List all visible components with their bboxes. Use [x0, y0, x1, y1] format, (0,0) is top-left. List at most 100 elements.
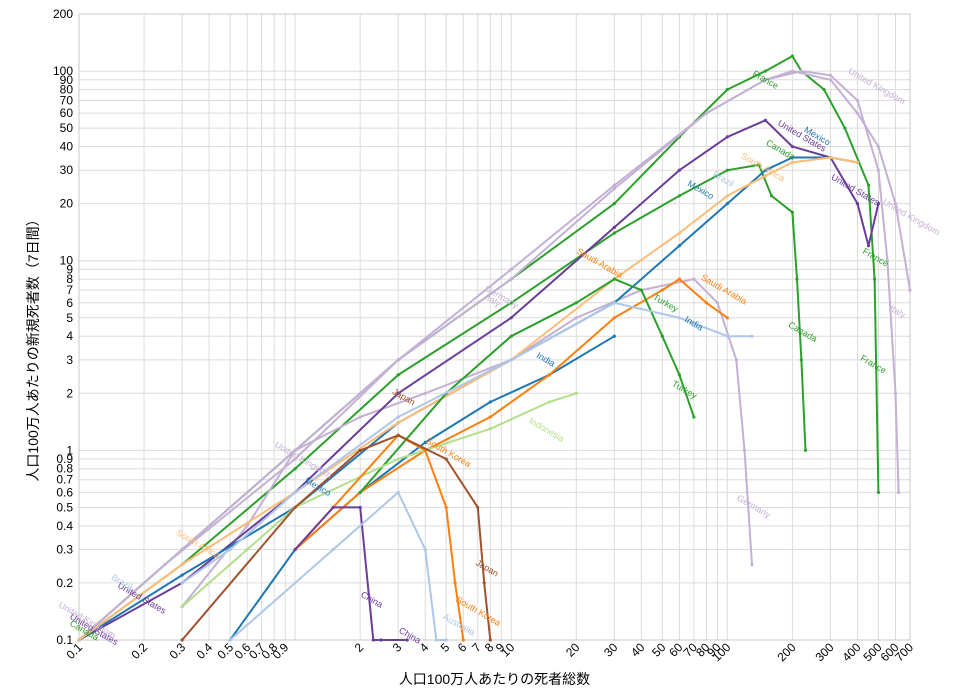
- data-point: [293, 448, 297, 452]
- data-point: [790, 69, 795, 73]
- series-label: France: [859, 353, 888, 376]
- y-tick-label: 3: [66, 353, 73, 367]
- data-point: [769, 194, 774, 198]
- y-tick-label: 4: [66, 329, 73, 343]
- data-point: [482, 581, 486, 585]
- series-label: Saudi Arabia: [575, 246, 624, 280]
- x-tick-label: 20: [563, 640, 583, 660]
- y-tick-label: 0.5: [56, 500, 73, 514]
- y-tick-label: 40: [60, 140, 74, 154]
- data-point: [893, 202, 898, 206]
- data-point: [677, 231, 682, 235]
- y-tick-label: 2: [66, 386, 73, 400]
- data-point: [612, 277, 616, 281]
- data-point: [574, 391, 578, 395]
- data-point: [660, 334, 664, 338]
- y-tick-label: 80: [60, 82, 74, 96]
- data-point: [750, 562, 754, 567]
- y-tick-label: 70: [60, 93, 74, 107]
- series-line: [78, 119, 880, 641]
- data-point: [763, 168, 768, 172]
- data-point: [228, 547, 232, 552]
- data-point: [639, 288, 643, 292]
- y-tick-label: 0.3: [56, 543, 73, 557]
- data-point: [725, 316, 729, 320]
- data-point: [180, 605, 184, 609]
- data-point: [509, 358, 513, 362]
- data-point: [358, 505, 362, 510]
- data-point: [704, 301, 709, 305]
- data-point: [488, 415, 492, 419]
- data-point: [488, 638, 492, 642]
- data-point: [396, 490, 400, 495]
- data-point: [293, 547, 297, 552]
- data-point: [855, 202, 860, 206]
- x-tick-label: 300: [813, 640, 837, 664]
- data-point: [872, 277, 877, 281]
- data-point: [876, 144, 881, 149]
- x-tick-label: 30: [601, 640, 621, 660]
- data-point: [509, 316, 513, 320]
- series-label: China: [359, 589, 384, 609]
- data-point: [396, 421, 400, 425]
- y-tick-label: 0.1: [56, 633, 73, 647]
- x-tick-label: 4: [417, 640, 432, 655]
- data-point: [612, 301, 616, 305]
- y-tick-label: 0.8: [56, 462, 73, 476]
- data-point: [509, 301, 513, 305]
- data-point: [488, 400, 492, 404]
- data-point: [509, 267, 513, 272]
- data-point: [358, 415, 362, 419]
- y-tick-label: 7: [66, 283, 73, 297]
- series-line: [294, 434, 465, 641]
- data-point: [876, 168, 881, 172]
- data-point: [444, 638, 448, 642]
- data-point: [444, 505, 448, 510]
- data-point: [677, 277, 682, 281]
- data-point: [612, 334, 616, 338]
- data-point: [897, 490, 901, 495]
- series-label: Indonesia: [527, 416, 566, 444]
- y-axis-title: 人口100万人あたりの新規死者数（7日間）: [25, 212, 41, 481]
- series-line: [181, 434, 492, 641]
- data-point: [180, 573, 184, 577]
- data-point: [423, 547, 427, 552]
- data-point: [371, 638, 375, 642]
- data-point: [855, 98, 860, 103]
- data-point: [245, 524, 249, 528]
- data-point: [331, 505, 335, 510]
- y-tick-label: 5: [66, 311, 73, 325]
- data-point: [358, 490, 362, 495]
- data-point: [331, 547, 335, 552]
- data-point: [725, 202, 729, 206]
- data-point: [677, 244, 682, 248]
- data-point: [379, 638, 383, 642]
- data-point: [434, 638, 438, 642]
- y-tick-label: 0.4: [56, 519, 73, 533]
- data-point: [547, 373, 551, 377]
- data-point: [790, 155, 795, 160]
- data-point: [293, 467, 297, 471]
- data-point: [180, 581, 184, 585]
- plot-area-border: [78, 13, 911, 641]
- y-tick-label: 50: [60, 121, 74, 135]
- x-tick-label: 5: [438, 640, 453, 655]
- data-point: [677, 194, 682, 198]
- data-point: [725, 168, 729, 172]
- y-tick-label: 0.7: [56, 473, 73, 487]
- data-point: [795, 277, 799, 281]
- data-point: [396, 415, 400, 419]
- data-point: [612, 183, 616, 187]
- y-tick-label: 60: [60, 106, 74, 120]
- data-point: [876, 490, 881, 495]
- data-point: [488, 427, 492, 431]
- data-point: [180, 638, 184, 642]
- data-point: [444, 457, 448, 461]
- y-tick-label: 9: [66, 262, 73, 276]
- series-line: [78, 156, 858, 641]
- x-tick-label: 6: [455, 640, 470, 655]
- series-line: [181, 278, 753, 608]
- data-point: [692, 415, 696, 419]
- data-point: [612, 316, 616, 320]
